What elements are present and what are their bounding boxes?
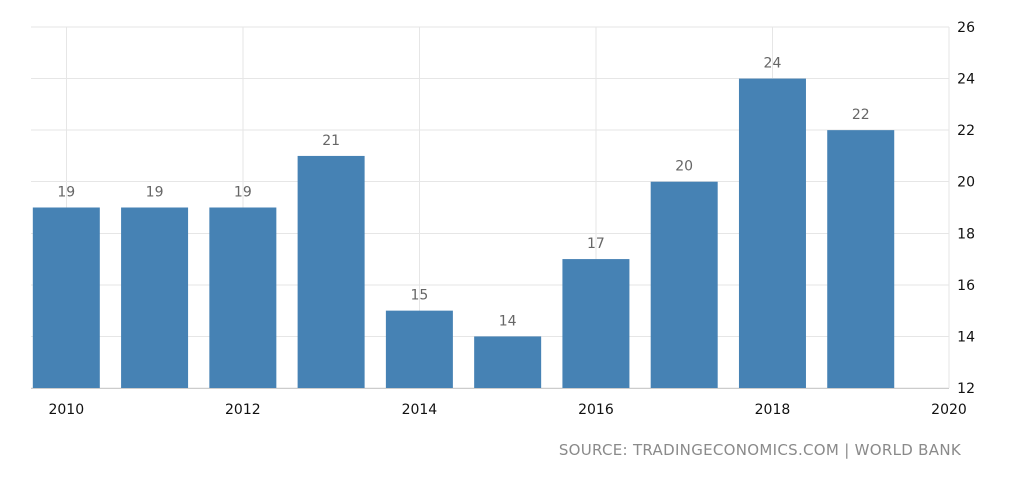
bar-value-label: 15 (410, 288, 428, 304)
bar (562, 259, 630, 388)
y-tick-label: 14 (957, 329, 975, 345)
y-tick-label: 16 (957, 278, 975, 294)
bar (385, 310, 453, 388)
source-credit: SOURCE: TRADINGECONOMICS.COM | WORLD BAN… (558, 441, 961, 459)
bar (474, 336, 542, 388)
y-tick-label: 20 (957, 175, 975, 191)
chart-data-labels: 19 19 19 21 15 14 17 20 24 22 (57, 56, 869, 330)
bar-value-label: 21 (322, 133, 340, 149)
bar-value-label: 22 (852, 107, 870, 123)
x-tick-label: 2014 (402, 402, 438, 418)
bar (209, 207, 277, 388)
bar (827, 130, 895, 388)
x-axis-ticks: 2010 2012 2014 2016 2018 2020 (48, 402, 966, 418)
y-tick-label: 18 (957, 226, 975, 242)
chart-bars (32, 78, 895, 389)
bar-value-label: 17 (587, 236, 605, 252)
y-tick-label: 26 (957, 20, 975, 36)
bar-value-label: 14 (499, 313, 517, 329)
bar (738, 78, 806, 389)
x-tick-label: 2020 (931, 402, 967, 418)
y-axis-ticks: 12 14 16 18 20 22 24 26 (957, 20, 975, 397)
x-tick-label: 2016 (578, 402, 614, 418)
y-tick-label: 22 (957, 123, 975, 139)
bar-value-label: 19 (57, 185, 75, 201)
bar-value-label: 24 (764, 56, 782, 72)
x-tick-label: 2010 (48, 402, 84, 418)
bar-value-label: 19 (146, 185, 164, 201)
bar (297, 155, 365, 388)
x-tick-label: 2018 (755, 402, 791, 418)
y-tick-label: 24 (957, 72, 975, 88)
bar-value-label: 19 (234, 185, 252, 201)
y-tick-label: 12 (957, 381, 975, 397)
bar (32, 207, 100, 388)
bar (121, 207, 189, 388)
bar-value-label: 20 (675, 159, 693, 175)
bar (650, 181, 718, 388)
x-tick-label: 2012 (225, 402, 261, 418)
